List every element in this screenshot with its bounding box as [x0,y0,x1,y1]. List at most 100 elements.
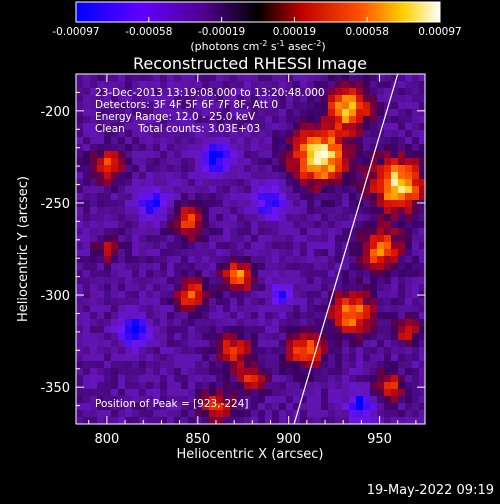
heatmap-cell [167,214,175,222]
heatmap-cell [258,95,266,103]
heatmap-cell [384,389,392,397]
heatmap-cell [146,214,154,222]
heatmap-cell [118,207,126,215]
heatmap-cell [265,95,273,103]
heatmap-cell [349,214,357,222]
heatmap-cell [160,277,168,285]
heatmap-cell [167,347,175,355]
heatmap-cell [188,410,196,418]
heatmap-cell [412,186,420,194]
heatmap-cell [300,123,308,131]
heatmap-cell [139,235,147,243]
heatmap-cell [104,151,112,159]
heatmap-cell [272,312,280,320]
heatmap-cell [111,410,119,418]
heatmap-cell [265,291,273,299]
heatmap-cell [279,179,287,187]
heatmap-cell [209,249,217,257]
heatmap-cell [216,277,224,285]
heatmap-cell [90,256,98,264]
heatmap-cell [202,144,210,152]
heatmap-cell [90,130,98,138]
heatmap-cell [118,347,126,355]
heatmap-cell [342,354,350,362]
heatmap-cell [104,389,112,397]
heatmap-cell [181,130,189,138]
heatmap-cell [202,263,210,271]
heatmap-cell [97,116,105,124]
heatmap-cell [412,333,420,341]
heatmap-cell [328,305,336,313]
heatmap-cell [405,319,413,327]
heatmap-cell [223,144,231,152]
heatmap-cell [370,193,378,201]
heatmap-cell [335,333,343,341]
heatmap-cell [160,81,168,89]
heatmap-cell [174,368,182,376]
heatmap-cell [118,403,126,411]
heatmap-cell [419,109,425,117]
heatmap-cell [370,326,378,334]
heatmap-cell [405,116,413,124]
heatmap-cell [244,298,252,306]
heatmap-cell [412,158,420,166]
heatmap-cell [160,270,168,278]
heatmap-cell [125,165,133,173]
y-tick-label: -250 [40,197,70,212]
heatmap-cell [209,312,217,320]
heatmap-cell [174,361,182,369]
heatmap-cell [118,284,126,292]
heatmap-cell [83,221,91,229]
heatmap-cell [307,116,315,124]
heatmap-cell [307,88,315,96]
heatmap-cell [342,186,350,194]
heatmap-cell [251,109,259,117]
heatmap-cell [279,74,287,82]
heatmap-cell [251,207,259,215]
heatmap-cell [405,179,413,187]
heatmap-cell [97,81,105,89]
heatmap-cell [97,263,105,271]
heatmap-cell [314,95,322,103]
heatmap-cell [132,242,140,250]
heatmap-cell [188,95,196,103]
heatmap-cell [391,396,399,404]
heatmap-cell [258,396,266,404]
heatmap-cell [328,403,336,411]
heatmap-cell [181,375,189,383]
heatmap-cell [314,249,322,257]
heatmap-cell [181,410,189,418]
heatmap-cell [160,347,168,355]
colorbar-tick-label: 0.00097 [418,26,461,38]
heatmap-cell [237,81,245,89]
heatmap-cell [279,165,287,173]
heatmap-cell [104,109,112,117]
heatmap-cell [398,396,406,404]
heatmap-cell [272,214,280,222]
heatmap-cell [146,172,154,180]
heatmap-cell [265,249,273,257]
heatmap-cell [132,214,140,222]
heatmap-cell [370,340,378,348]
heatmap-cell [195,284,203,292]
heatmap-cell [279,109,287,117]
heatmap-cell [279,396,287,404]
heatmap-cell [188,200,196,208]
heatmap-cell [216,368,224,376]
heatmap-cell [265,389,273,397]
heatmap-cell [111,249,119,257]
heatmap-cell [265,88,273,96]
heatmap-cell [300,333,308,341]
heatmap-cell [258,312,266,320]
heatmap-cell [237,361,245,369]
peak-position-label: Position of Peak = [923,-224] [95,398,249,410]
heatmap-cell [272,242,280,250]
heatmap-cell [412,249,420,257]
heatmap-cell [272,347,280,355]
heatmap-cell [286,396,294,404]
heatmap-cell [223,361,231,369]
heatmap-cell [370,270,378,278]
heatmap-cell [90,396,98,404]
heatmap-cell [76,361,84,369]
heatmap-cell [216,403,224,411]
